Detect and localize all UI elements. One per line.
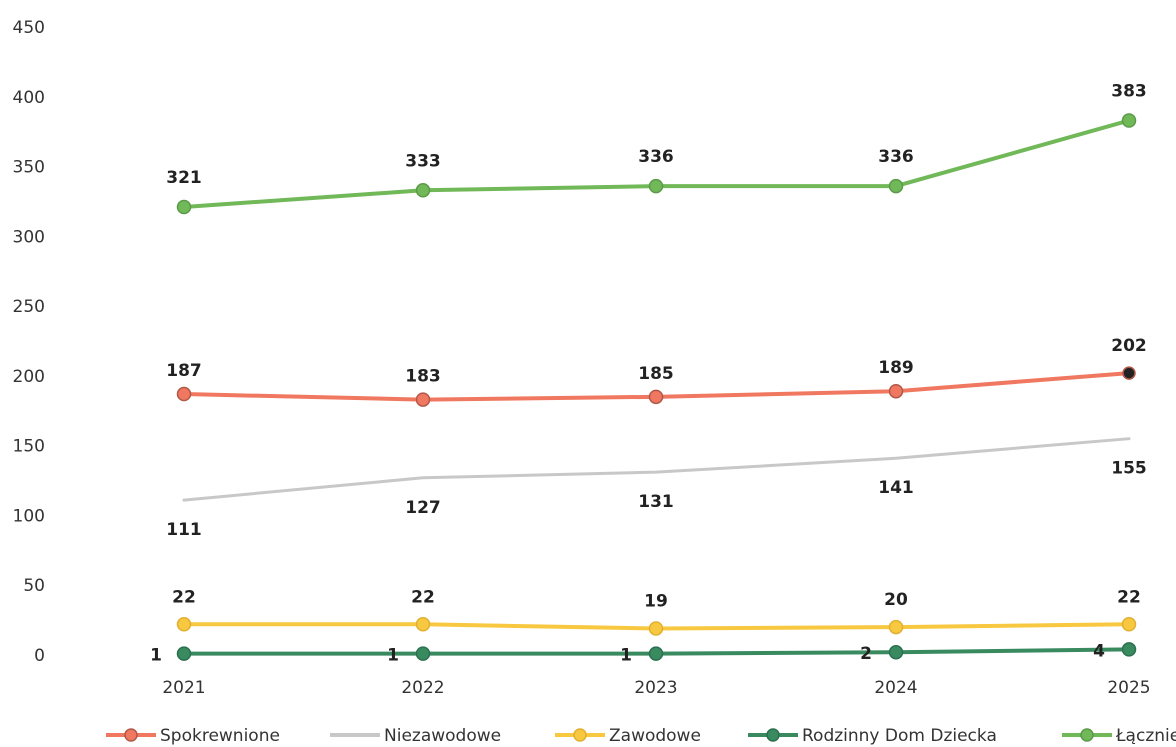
data-point bbox=[648, 178, 664, 194]
y-tick-label: 50 bbox=[23, 576, 45, 596]
data-label: 202 bbox=[1111, 336, 1147, 356]
legend-label: Rodzinny Dom Dziecka bbox=[802, 726, 997, 746]
data-label: 4 bbox=[1093, 641, 1105, 661]
data-label: 155 bbox=[1111, 459, 1147, 479]
data-label: 111 bbox=[166, 520, 202, 540]
data-label: 183 bbox=[405, 367, 441, 387]
data-label: 187 bbox=[166, 361, 202, 381]
series-line-1 bbox=[182, 437, 1131, 502]
y-tick-label: 100 bbox=[13, 506, 45, 526]
y-tick-label: 400 bbox=[13, 88, 45, 108]
x-tick-label: 2025 bbox=[1107, 678, 1150, 698]
x-axis: 2021 2022 2023 2024 2025 bbox=[162, 678, 1150, 698]
x-tick-label: 2023 bbox=[634, 678, 677, 698]
legend-label: Zawodowe bbox=[609, 726, 701, 746]
data-point bbox=[1121, 642, 1137, 657]
y-tick-label: 450 bbox=[13, 18, 45, 38]
data-point bbox=[176, 646, 192, 661]
data-label: 20 bbox=[884, 590, 908, 610]
data-point bbox=[415, 646, 431, 661]
x-tick-label: 2022 bbox=[401, 678, 444, 698]
x-tick-label: 2024 bbox=[874, 678, 917, 698]
data-label: 336 bbox=[878, 147, 914, 167]
data-label: 383 bbox=[1111, 82, 1147, 102]
y-tick-label: 0 bbox=[34, 646, 45, 666]
data-point bbox=[1122, 366, 1136, 380]
data-label: 1 bbox=[387, 646, 399, 666]
legend-marker bbox=[766, 728, 780, 742]
data-label: 333 bbox=[405, 151, 441, 171]
data-point bbox=[176, 199, 192, 215]
legend-marker bbox=[573, 728, 587, 742]
data-label: 127 bbox=[405, 498, 441, 518]
data-label: 336 bbox=[638, 147, 674, 167]
data-point bbox=[648, 389, 664, 405]
data-point bbox=[1121, 617, 1137, 632]
data-point bbox=[648, 646, 664, 661]
y-tick-label: 350 bbox=[13, 158, 45, 178]
data-point bbox=[176, 386, 192, 402]
data-label: 189 bbox=[878, 358, 914, 378]
data-label: 22 bbox=[172, 587, 196, 607]
data-point bbox=[176, 617, 192, 632]
data-label: 2 bbox=[860, 644, 872, 664]
data-point bbox=[415, 392, 431, 407]
data-point bbox=[888, 619, 904, 635]
legend-label: Spokrewnione bbox=[160, 726, 280, 746]
data-point bbox=[415, 617, 431, 632]
data-point bbox=[888, 383, 904, 399]
data-label: 19 bbox=[644, 591, 668, 611]
legend-label: Niezawodowe bbox=[384, 726, 501, 746]
data-point bbox=[888, 644, 904, 660]
series-lines bbox=[176, 113, 1137, 661]
y-tick-label: 250 bbox=[13, 297, 45, 317]
legend-label: Łącznie bbox=[1115, 726, 1176, 746]
data-point bbox=[648, 621, 664, 636]
data-label: 1 bbox=[150, 646, 162, 666]
y-tick-label: 300 bbox=[13, 227, 45, 247]
y-axis: 0 50 100 150 200 250 300 350 400 450 bbox=[13, 18, 45, 666]
data-point bbox=[1121, 113, 1137, 128]
data-point bbox=[415, 183, 431, 198]
legend-marker bbox=[1080, 728, 1094, 742]
data-label: 22 bbox=[411, 587, 435, 607]
data-label: 22 bbox=[1117, 587, 1141, 607]
legend: Spokrewnione Niezawodowe Zawodowe Rodzinny … bbox=[106, 726, 1176, 746]
data-label: 185 bbox=[638, 364, 674, 384]
data-label: 1 bbox=[620, 646, 632, 666]
legend-marker bbox=[124, 728, 138, 742]
x-tick-label: 2021 bbox=[162, 678, 205, 698]
data-label: 131 bbox=[638, 492, 674, 512]
data-label: 321 bbox=[166, 168, 202, 188]
y-tick-label: 200 bbox=[13, 367, 45, 387]
y-tick-label: 150 bbox=[13, 437, 45, 457]
data-label: 141 bbox=[878, 478, 914, 498]
data-point bbox=[888, 178, 904, 194]
